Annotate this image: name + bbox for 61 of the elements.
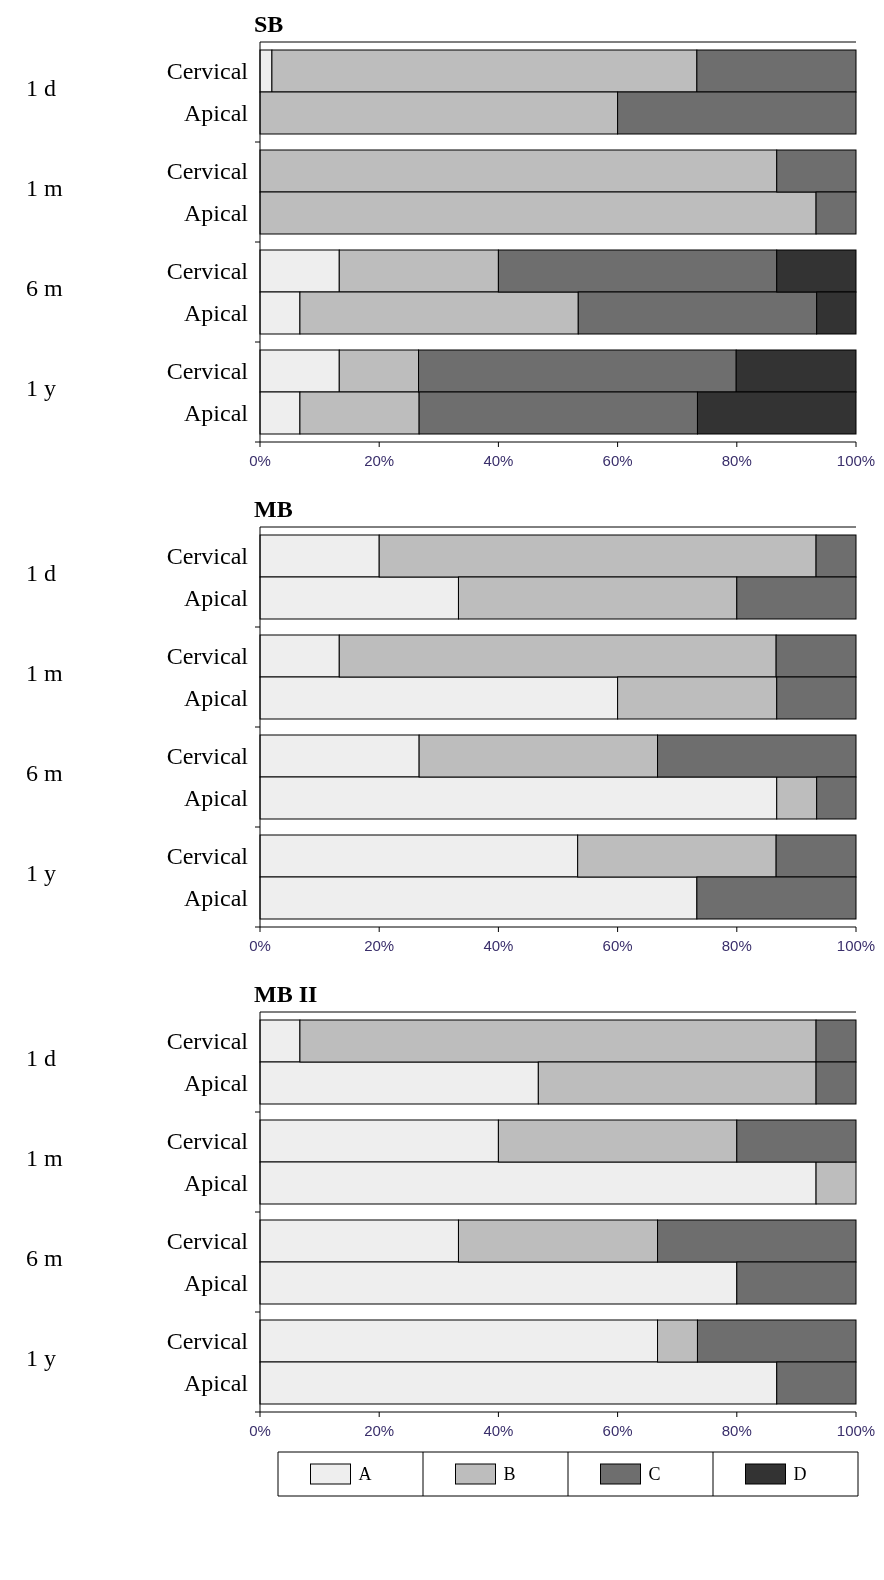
y-tick-label: Apical xyxy=(184,1170,249,1196)
x-tick-label: 20% xyxy=(364,1422,395,1439)
x-tick-label: 60% xyxy=(602,1422,633,1439)
x-tick-label: 20% xyxy=(364,937,395,954)
y-tick-label: Cervical xyxy=(166,643,249,669)
x-tick-label: 80% xyxy=(721,1422,752,1439)
chart-title: MB II xyxy=(254,981,318,1007)
text: 1 m xyxy=(26,1145,63,1171)
legend-label: A xyxy=(358,1464,372,1484)
y-tick-label: Apical xyxy=(184,400,249,426)
x-tick-label: 40% xyxy=(483,1422,514,1439)
legend-label: C xyxy=(648,1464,661,1484)
chart-title: MB xyxy=(254,496,293,522)
x-tick-label: 100% xyxy=(836,452,876,469)
x-tick-label: 100% xyxy=(836,1422,876,1439)
x-tick-label: 80% xyxy=(721,452,752,469)
legend-label: B xyxy=(503,1464,516,1484)
y-tick-label: Apical xyxy=(184,300,249,326)
text: 6 m xyxy=(26,1245,63,1271)
y-tick-label: Apical xyxy=(184,785,249,811)
y-tick-label: Apical xyxy=(184,585,249,611)
y-tick-label: Apical xyxy=(184,100,249,126)
y-tick-label: Cervical xyxy=(166,1028,249,1054)
text: 6 m xyxy=(26,760,63,786)
text: 1 m xyxy=(26,175,63,201)
x-tick-label: 40% xyxy=(483,452,514,469)
y-tick-label: Apical xyxy=(184,200,249,226)
text: 6 m xyxy=(26,275,63,301)
x-tick-label: 100% xyxy=(836,937,876,954)
text: 1 d xyxy=(26,1045,56,1071)
x-tick-label: 60% xyxy=(602,937,633,954)
text: 1 y xyxy=(26,375,56,401)
y-tick-label: Apical xyxy=(184,1070,249,1096)
legend-label: D xyxy=(793,1464,807,1484)
y-tick-label: Cervical xyxy=(166,843,249,869)
x-tick-label: 60% xyxy=(602,452,633,469)
text: 1 d xyxy=(26,75,56,101)
x-tick-label: 20% xyxy=(364,452,395,469)
chart-title: SB xyxy=(254,11,284,37)
x-tick-label: 0% xyxy=(249,1422,271,1439)
y-tick-label: Cervical xyxy=(166,1128,249,1154)
y-tick-label: Cervical xyxy=(166,1328,249,1354)
text: 1 d xyxy=(26,560,56,586)
text: 1 m xyxy=(26,660,63,686)
y-tick-label: Apical xyxy=(184,1270,249,1296)
y-tick-label: Cervical xyxy=(166,743,249,769)
y-tick-label: Apical xyxy=(184,885,249,911)
y-tick-label: Apical xyxy=(184,1370,249,1396)
x-tick-label: 0% xyxy=(249,452,271,469)
x-tick-label: 0% xyxy=(249,937,271,954)
y-tick-label: Cervical xyxy=(166,258,249,284)
x-tick-label: 40% xyxy=(483,937,514,954)
y-tick-label: Cervical xyxy=(166,158,249,184)
y-tick-label: Apical xyxy=(184,685,249,711)
text: 1 y xyxy=(26,860,56,886)
x-tick-label: 80% xyxy=(721,937,752,954)
text: 1 y xyxy=(26,1345,56,1371)
y-tick-label: Cervical xyxy=(166,1228,249,1254)
y-tick-label: Cervical xyxy=(166,543,249,569)
y-tick-label: Cervical xyxy=(166,58,249,84)
y-tick-label: Cervical xyxy=(166,358,249,384)
